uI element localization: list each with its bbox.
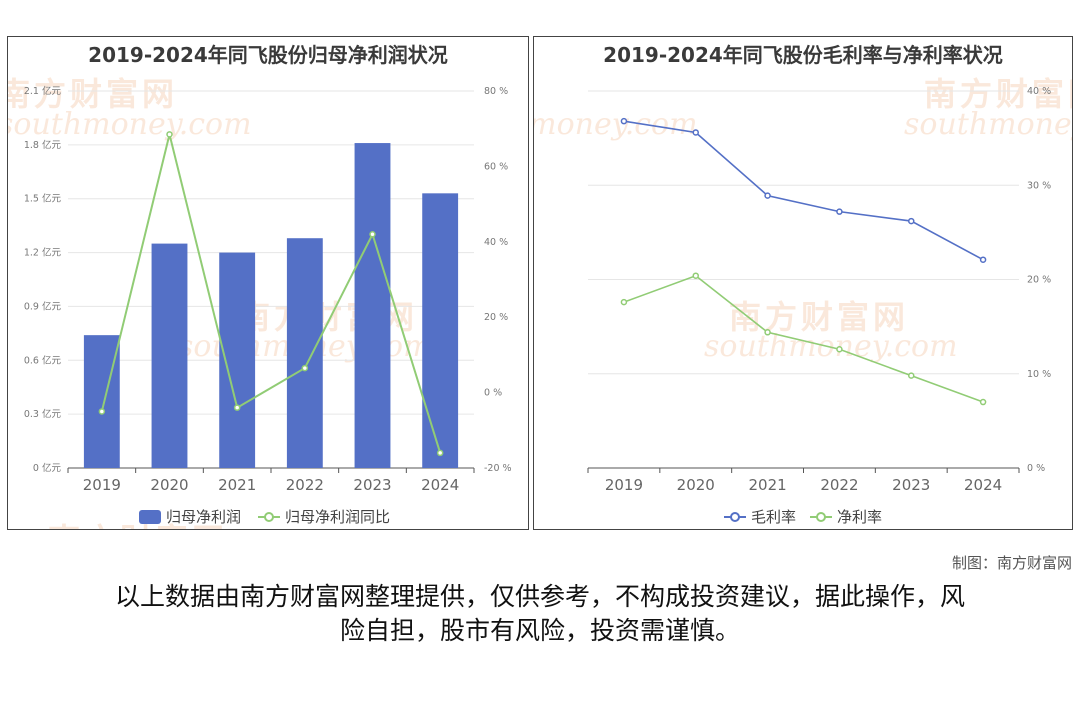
line-point	[98, 408, 106, 415]
x-tick-label: 2022	[286, 476, 324, 494]
y-tick-label: 0.9 亿元	[24, 300, 62, 312]
net-profit-chart-panel: 南方财富网 southmoney.com 南方财富网 southmoney.co…	[7, 36, 529, 530]
legend-swatch	[139, 510, 161, 524]
y-tick-label: 40 %	[1027, 86, 1051, 97]
line-point	[764, 192, 771, 199]
line-point	[908, 372, 915, 379]
y2-tick-label: 0 %	[484, 388, 502, 399]
legend-label: 归母净利润同比	[285, 508, 390, 526]
line-point	[369, 231, 376, 238]
y2-tick-label: -20 %	[484, 463, 512, 474]
series-line	[623, 274, 984, 403]
x-tick-label: 2023	[892, 476, 930, 494]
chart-credit: 制图：南方财富网	[951, 554, 1072, 572]
disclaimer: 以上数据由南方财富网整理提供，仅供参考，不构成投资建议，据此操作，风 险自担，股…	[60, 580, 1020, 648]
line-point	[908, 217, 915, 225]
bar	[354, 143, 391, 469]
line-point	[692, 272, 699, 279]
y2-tick-label: 40 %	[484, 237, 508, 248]
bar	[83, 335, 120, 468]
x-tick-label: 2020	[150, 476, 188, 494]
x-tick-label: 2024	[964, 476, 1002, 494]
x-tick-label: 2021	[748, 476, 786, 494]
y-tick-label: 0.3 亿元	[24, 408, 62, 420]
x-tick-label: 2021	[218, 476, 256, 494]
x-tick-label: 2023	[353, 476, 391, 494]
legend-swatch-marker	[816, 512, 826, 522]
chart-title: 2019-2024年同飞股份归母净利润状况	[88, 43, 448, 67]
y-tick-label: 1.2 亿元	[24, 247, 62, 259]
bar	[151, 243, 188, 468]
y2-tick-label: 60 %	[484, 161, 508, 172]
y2-tick-label: 20 %	[484, 312, 508, 323]
line-point	[764, 329, 771, 336]
legend-label: 净利率	[837, 508, 882, 526]
line-point	[233, 404, 241, 411]
line-point	[620, 117, 628, 125]
legend-label: 毛利率	[751, 508, 796, 526]
legend-swatch-marker	[730, 512, 740, 522]
legend-label: 归母净利润	[166, 508, 241, 526]
series-line	[100, 134, 442, 454]
line-point	[166, 131, 173, 138]
y-tick-label: 1.8 亿元	[24, 139, 62, 151]
x-tick-label: 2019	[83, 476, 121, 494]
bar	[422, 193, 459, 469]
y-tick-label: 2.1 亿元	[24, 85, 62, 97]
bar	[286, 238, 323, 468]
y2-tick-label: 80 %	[484, 86, 508, 97]
line-point	[836, 208, 843, 215]
x-tick-label: 2019	[605, 476, 643, 494]
series-line	[623, 120, 984, 261]
line-point	[301, 364, 309, 372]
y-tick-label: 0.6 亿元	[24, 354, 62, 366]
line-point	[979, 398, 987, 406]
disclaimer-line: 险自担，股市有风险，投资需谨慎。	[339, 616, 740, 645]
margin-chart-panel: 南方财富网 southmoney.com 南方财富网 southmoney.co…	[533, 36, 1073, 530]
y-tick-label: 1.5 亿元	[24, 193, 62, 205]
x-tick-label: 2024	[421, 476, 459, 494]
line-point	[979, 256, 987, 263]
line-point	[692, 129, 699, 136]
x-tick-label: 2022	[820, 476, 858, 494]
x-tick-label: 2020	[677, 476, 715, 494]
y-tick-label: 0 亿元	[33, 462, 62, 474]
disclaimer-line: 以上数据由南方财富网整理提供，仅供参考，不构成投资建议，据此操作，风	[114, 582, 965, 611]
y-tick-label: 30 %	[1027, 180, 1051, 191]
net-profit-chart: 0 亿元 0.3 亿元 0.6 亿元 0.9 亿元 1.2 亿元 1.5 亿元 1.8 亿元…	[24, 85, 512, 526]
line-point	[836, 345, 843, 353]
y-tick-label: 10 %	[1027, 369, 1051, 380]
line-point	[436, 449, 444, 457]
line-point	[620, 298, 628, 306]
y-tick-label: 20 %	[1027, 275, 1051, 286]
legend-swatch-marker	[264, 512, 274, 522]
y-tick-label: 0 %	[1027, 463, 1045, 474]
margin-chart: 0 % 10 % 20 % 30 % 40 % 2019 2020 2021 2022 2023 2…	[587, 86, 1051, 526]
chart-title: 2019-2024年同飞股份毛利率与净利率状况	[603, 43, 1003, 67]
